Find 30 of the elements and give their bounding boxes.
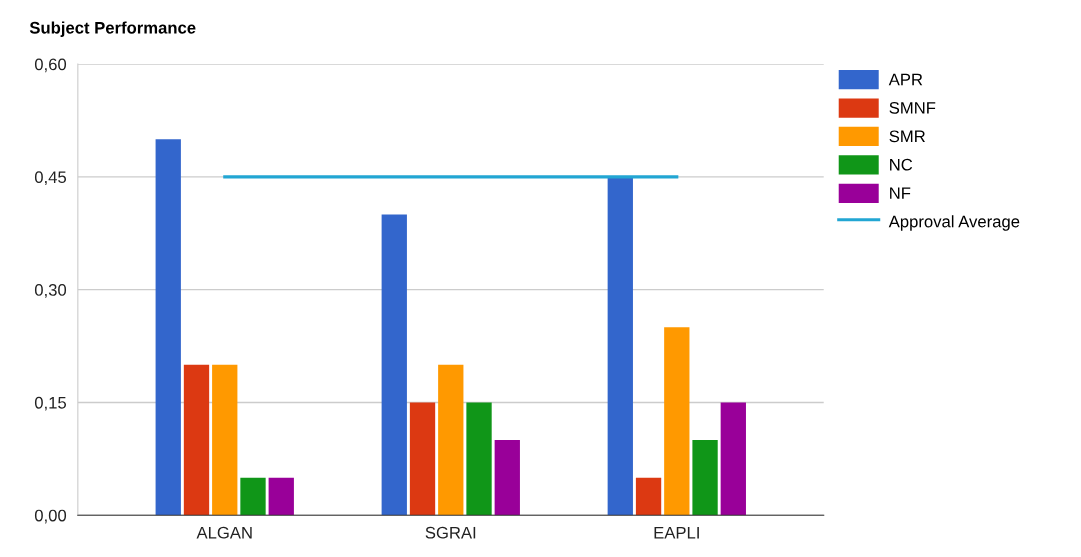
- legend-label: NC: [890, 158, 913, 171]
- x-tick-label: SGRAI: [425, 526, 476, 539]
- y-tick-label: 0,15: [34, 396, 67, 411]
- legend-label: NF: [890, 187, 911, 199]
- bar: [720, 402, 746, 516]
- bar: [268, 477, 294, 516]
- bar: [438, 364, 464, 516]
- legend-label: Approval Average: [888, 215, 1020, 231]
- bar: [494, 440, 520, 516]
- bar: [466, 402, 492, 516]
- y-tick-label: 0,60: [34, 58, 67, 73]
- bar: [409, 402, 436, 516]
- legend-label: SMNF: [889, 101, 936, 114]
- bar: [155, 139, 181, 516]
- bar: [635, 477, 662, 516]
- x-tick-label: ALGAN: [196, 526, 252, 539]
- y-tick-label: 0,30: [34, 284, 67, 298]
- bar: [183, 364, 210, 516]
- bar: [692, 440, 718, 516]
- x-tick-label: EAPLI: [654, 526, 699, 539]
- bar: [240, 477, 266, 516]
- bar: [664, 327, 690, 516]
- bar: [607, 176, 633, 516]
- y-tick-label: 0,45: [34, 171, 67, 186]
- legend-label: APR: [888, 73, 923, 86]
- chart-title: Subject Performance: [29, 21, 196, 37]
- bar: [212, 364, 238, 516]
- legend-label: SMR: [889, 130, 925, 143]
- bar: [381, 214, 407, 516]
- y-tick-label: 0,00: [34, 509, 67, 524]
